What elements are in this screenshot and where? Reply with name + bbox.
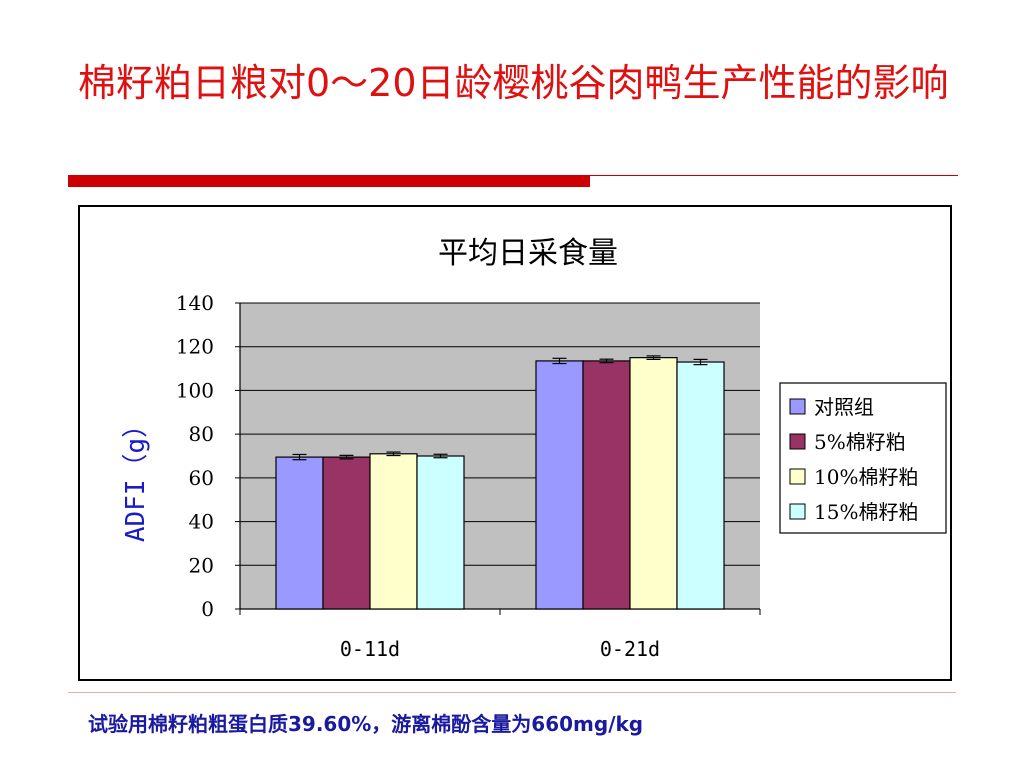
y-tick-label: 100 xyxy=(176,378,214,402)
bar xyxy=(676,361,725,610)
legend-label: 5%棉籽粕 xyxy=(814,430,906,454)
y-tick-label: 20 xyxy=(189,553,214,577)
title-underline-thin xyxy=(590,175,958,176)
y-tick-label: 140 xyxy=(176,291,214,315)
bar xyxy=(416,455,465,610)
slide-title: 棉籽粕日粮对0～20日龄樱桃谷肉鸭生产性能的影响 xyxy=(78,61,949,105)
title-underline-bar xyxy=(68,175,590,187)
legend-swatch xyxy=(789,433,806,450)
chart-frame: 平均日采食量 ADFI（g） 0 20 40 60 80 100 120 140 0-11d 0-… xyxy=(78,205,952,681)
legend-swatch xyxy=(789,398,806,415)
y-tick-label: 0 xyxy=(201,597,214,621)
y-tick-label: 40 xyxy=(189,510,214,534)
bar xyxy=(535,360,584,610)
bar xyxy=(369,453,418,610)
legend-label: 10%棉籽粕 xyxy=(814,465,918,489)
bar xyxy=(629,357,678,610)
legend-swatch xyxy=(789,503,806,520)
y-tick-label: 120 xyxy=(176,335,214,359)
x-tick-label: 0-11d xyxy=(340,637,400,661)
legend-box xyxy=(779,382,947,534)
legend-swatch xyxy=(789,468,806,485)
footer-divider xyxy=(68,692,956,693)
plot-area: 0 20 40 60 80 100 120 140 0-11d 0-21d xyxy=(176,291,761,661)
bar xyxy=(582,360,631,610)
y-tick-label: 60 xyxy=(189,466,214,490)
bar xyxy=(275,456,324,610)
chart-title: 平均日采食量 xyxy=(438,236,618,271)
footnote: 试验用棉籽粕粗蛋白质39.60%，游离棉酚含量为660mg/kg xyxy=(88,712,644,736)
legend-label: 15%棉籽粕 xyxy=(814,500,918,524)
y-axis-label: ADFI（g） xyxy=(121,412,151,542)
legend-label: 对照组 xyxy=(814,395,874,419)
y-tick-label: 80 xyxy=(189,422,214,446)
x-tick-label: 0-21d xyxy=(600,637,660,661)
bar xyxy=(322,456,371,610)
chart-svg: 平均日采食量 ADFI（g） 0 20 40 60 80 100 120 140 0-11d 0-… xyxy=(121,236,947,661)
legend: 对照组 5%棉籽粕 10%棉籽粕 15%棉籽粕 xyxy=(779,382,947,534)
